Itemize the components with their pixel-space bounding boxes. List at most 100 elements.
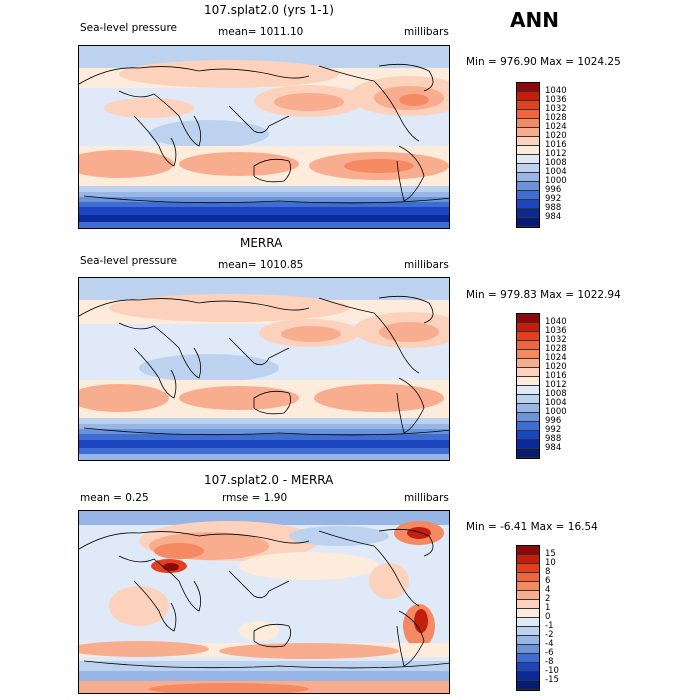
colorbar-tick-label: 988 (545, 433, 562, 444)
panel-1-minmax: Min = 976.90 Max = 1024.25 (466, 56, 621, 68)
colorbar-swatch (517, 377, 539, 386)
colorbar-tick-label: 1020 (545, 130, 567, 141)
colorbar-tick-label: 15 (545, 548, 556, 559)
colorbar-tick-label: 992 (545, 193, 562, 204)
colorbar-tick-label: 1040 (545, 85, 567, 96)
panel-3-colorbar-swatches (516, 545, 540, 691)
colorbar-tick-label: 1036 (545, 94, 567, 105)
colorbar-swatch (517, 119, 539, 128)
colorbar-tick-label: 1024 (545, 121, 567, 132)
colorbar-swatch (517, 314, 539, 323)
colorbar-tick-label: 988 (545, 202, 562, 213)
colorbar-tick-label: 4 (545, 584, 551, 595)
colorbar-tick-label: 996 (545, 415, 562, 426)
colorbar-tick-label: 1 (545, 602, 551, 613)
colorbar-tick-label: 1016 (545, 370, 567, 381)
colorbar-swatch (517, 600, 539, 609)
colorbar-tick-label: 1024 (545, 352, 567, 363)
colorbar-swatch (517, 681, 539, 690)
colorbar-tick-label: 0 (545, 611, 551, 622)
colorbar-swatch (517, 341, 539, 350)
panel-3-colorbar: 15 10 8 6 4 2 1 0 -1 -2 -4 -6 -8 -10 -15 (516, 545, 559, 691)
panel-1-colorbar: 1040 1036 1032 1028 1024 1020 1016 1012 1008 1004… (516, 82, 567, 228)
colorbar-tick-label: 1004 (545, 166, 567, 177)
colorbar-swatch (517, 422, 539, 431)
colorbar-swatch (517, 332, 539, 341)
panel-2-map (78, 277, 450, 461)
colorbar-swatch (517, 395, 539, 404)
colorbar-tick-label: -2 (545, 629, 554, 640)
colorbar-tick-label: 1032 (545, 334, 567, 345)
colorbar-tick-label: 992 (545, 424, 562, 435)
colorbar-tick-label: 1000 (545, 406, 567, 417)
colorbar-tick-label: -8 (545, 656, 554, 667)
colorbar-tick-label: -15 (545, 674, 559, 685)
colorbar-swatch (517, 83, 539, 92)
colorbar-swatch (517, 627, 539, 636)
colorbar-tick-label: 1000 (545, 175, 567, 186)
colorbar-swatch (517, 146, 539, 155)
colorbar-tick-label: 1012 (545, 148, 567, 159)
colorbar-tick-label: 1020 (545, 361, 567, 372)
panel-2-colorbar-swatches (516, 313, 540, 459)
panel-1-colorbar-swatches (516, 82, 540, 228)
colorbar-swatch (517, 323, 539, 332)
colorbar-tick-label: 1012 (545, 379, 567, 390)
panel-3-title: 107.splat2.0 - MERRA (204, 473, 334, 487)
colorbar-swatch (517, 101, 539, 110)
colorbar-swatch (517, 654, 539, 663)
colorbar-tick-label: -10 (545, 665, 559, 676)
colorbar-tick-label: 1008 (545, 157, 567, 168)
panel-1-title: 107.splat2.0 (yrs 1-1) (204, 3, 334, 17)
colorbar-tick-label: 1040 (545, 316, 567, 327)
colorbar-swatch (517, 618, 539, 627)
panel-1-map (78, 45, 450, 229)
colorbar-swatch (517, 449, 539, 458)
colorbar-swatch (517, 173, 539, 182)
colorbar-tick-label: 996 (545, 184, 562, 195)
colorbar-swatch (517, 137, 539, 146)
colorbar-swatch (517, 431, 539, 440)
panel-2-mean: mean= 1010.85 (218, 259, 304, 271)
panel-3-rmse: rmse = 1.90 (222, 492, 288, 504)
colorbar-tick-label: 6 (545, 575, 551, 586)
colorbar-swatch (517, 546, 539, 555)
colorbar-swatch (517, 164, 539, 173)
colorbar-swatch (517, 128, 539, 137)
colorbar-tick-label: 1036 (545, 325, 567, 336)
colorbar-swatch (517, 591, 539, 600)
colorbar-swatch (517, 350, 539, 359)
colorbar-swatch (517, 359, 539, 368)
colorbar-tick-label: 984 (545, 442, 562, 453)
colorbar-tick-label: 10 (545, 557, 556, 568)
panel-2-colorbar: 1040 1036 1032 1028 1024 1020 1016 1012 1008 1004… (516, 313, 567, 459)
colorbar-swatch (517, 191, 539, 200)
colorbar-tick-label: 1016 (545, 139, 567, 150)
season-label: ANN (510, 8, 559, 32)
colorbar-tick-label: 984 (545, 211, 562, 222)
colorbar-swatch (517, 645, 539, 654)
colorbar-swatch (517, 555, 539, 564)
colorbar-swatch (517, 672, 539, 681)
colorbar-swatch (517, 636, 539, 645)
colorbar-swatch (517, 564, 539, 573)
panel-2-field-label: Sea-level pressure (80, 255, 178, 267)
colorbar-swatch (517, 218, 539, 227)
panel-1-mean: mean= 1011.10 (218, 26, 304, 38)
colorbar-swatch (517, 209, 539, 218)
colorbar-tick-label: -4 (545, 638, 554, 649)
colorbar-tick-label: 1028 (545, 343, 567, 354)
panel-3-map (78, 510, 450, 694)
colorbar-swatch (517, 663, 539, 672)
colorbar-swatch (517, 440, 539, 449)
colorbar-swatch (517, 386, 539, 395)
panel-3-units: millibars (404, 492, 449, 504)
colorbar-swatch (517, 404, 539, 413)
colorbar-tick-label: 1008 (545, 388, 567, 399)
colorbar-swatch (517, 200, 539, 209)
colorbar-tick-label: 1004 (545, 397, 567, 408)
colorbar-swatch (517, 110, 539, 119)
colorbar-tick-label: -1 (545, 620, 554, 631)
colorbar-swatch (517, 155, 539, 164)
colorbar-tick-label: 2 (545, 593, 551, 604)
